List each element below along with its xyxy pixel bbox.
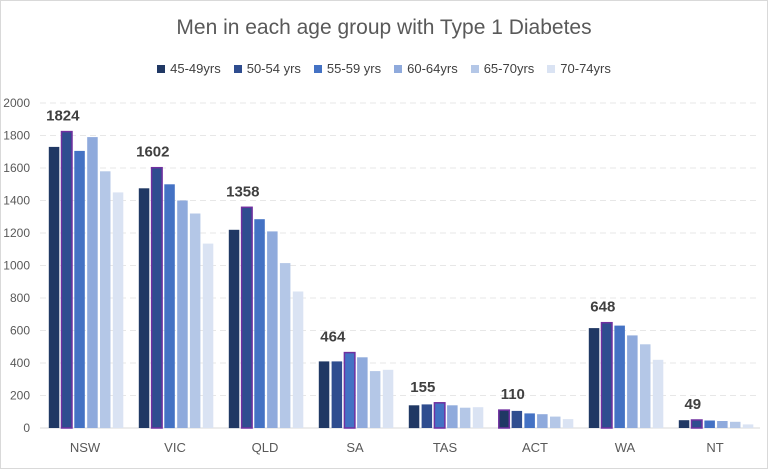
chart-title: Men in each age group with Type 1 Diabet…: [176, 16, 592, 39]
legend-item: 60-64yrs: [394, 61, 458, 76]
x-tick-label: NT: [706, 440, 723, 455]
bar: [279, 263, 291, 428]
bar: [189, 213, 201, 428]
bar: [60, 130, 73, 429]
data-label: 49: [684, 396, 701, 413]
bar: [433, 402, 446, 429]
bar: [267, 231, 278, 428]
data-label: 1358: [226, 183, 259, 200]
y-tick-label: 1400: [3, 194, 30, 208]
y-tick-label: 1000: [3, 259, 30, 273]
bar: [678, 420, 690, 428]
y-tick-label: 1200: [3, 226, 30, 240]
x-tick-label: QLD: [252, 440, 279, 455]
legend-swatch: [547, 64, 556, 73]
x-tick-label: SA: [346, 440, 364, 455]
x-tick-label: NSW: [70, 440, 101, 455]
legend-item: 45-49yrs: [157, 61, 221, 76]
bar: [537, 414, 548, 428]
bar: [74, 150, 85, 428]
bar: [343, 351, 356, 429]
bar: [550, 416, 561, 428]
bar: [357, 357, 368, 428]
legend-label: 70-74yrs: [560, 61, 611, 76]
legend-item: 70-74yrs: [547, 61, 611, 76]
bar: [369, 371, 381, 428]
bar: [100, 171, 111, 429]
y-tick-label: 1800: [3, 129, 30, 143]
x-tick-label: ACT: [522, 440, 548, 455]
legend-item: 65-70yrs: [470, 61, 535, 76]
legend-item: 50-54 yrs: [233, 61, 301, 76]
data-label: 110: [501, 386, 525, 403]
legend-label: 45-49yrs: [170, 61, 221, 76]
bar: [652, 359, 664, 429]
bar: [138, 188, 150, 428]
y-tick-label: 2000: [3, 96, 30, 110]
bar: [588, 328, 600, 428]
bar: [524, 413, 535, 428]
legend-item: 55-59 yrs: [313, 61, 382, 76]
legend-swatch: [470, 64, 479, 73]
y-tick-label: 0: [23, 421, 30, 435]
x-tick-label: WA: [615, 440, 636, 455]
data-label: 1602: [136, 144, 169, 161]
bar: [202, 243, 214, 428]
data-label: 648: [590, 299, 615, 316]
bar: [742, 424, 754, 428]
bar: [640, 344, 651, 428]
legend-label: 50-54 yrs: [246, 61, 301, 76]
bar: [164, 184, 175, 429]
bar: [614, 325, 625, 428]
bar: [704, 420, 715, 428]
x-tick-label: TAS: [433, 440, 458, 455]
bar: [87, 137, 98, 428]
bar: [562, 419, 574, 428]
bar: [730, 421, 741, 428]
y-tick-label: 400: [10, 356, 30, 370]
bar: [447, 405, 458, 429]
bar: [254, 219, 265, 428]
legend-label: 60-64yrs: [407, 61, 458, 76]
bar: [228, 229, 240, 429]
bar: [472, 407, 484, 428]
bar: [240, 206, 253, 429]
bar: [331, 361, 343, 428]
bar: [292, 291, 304, 428]
legend-swatch: [233, 64, 242, 73]
bar: [600, 321, 613, 429]
bar: [177, 200, 188, 428]
bar: [690, 419, 703, 429]
bar: [408, 405, 420, 429]
legend-swatch: [157, 64, 166, 73]
data-label: 1824: [46, 108, 80, 125]
bar: [318, 361, 330, 428]
legend: 45-49yrs 50-54 yrs 55-59 yrs 60-64yrs 65-70y…: [0, 61, 768, 76]
bar: [627, 335, 638, 428]
y-tick-label: 600: [10, 324, 30, 338]
legend-label: 55-59 yrs: [326, 61, 382, 76]
y-tick-label: 200: [10, 389, 30, 403]
bar: [498, 409, 511, 429]
y-tick-label: 1600: [3, 161, 30, 175]
bar: [150, 166, 163, 429]
data-label: 155: [410, 379, 435, 396]
bar: [511, 410, 523, 428]
bar: [421, 404, 433, 428]
y-tick-label: 800: [10, 291, 30, 305]
x-tick-label: VIC: [164, 440, 186, 455]
legend-label: 65-70yrs: [483, 61, 535, 76]
legend-swatch: [394, 64, 403, 73]
bar: [48, 146, 60, 428]
legend-swatch: [313, 64, 322, 73]
bar: [112, 192, 124, 428]
bar: [382, 369, 394, 428]
bar: [717, 421, 728, 428]
bar: [459, 407, 471, 428]
data-label: 464: [320, 329, 346, 346]
